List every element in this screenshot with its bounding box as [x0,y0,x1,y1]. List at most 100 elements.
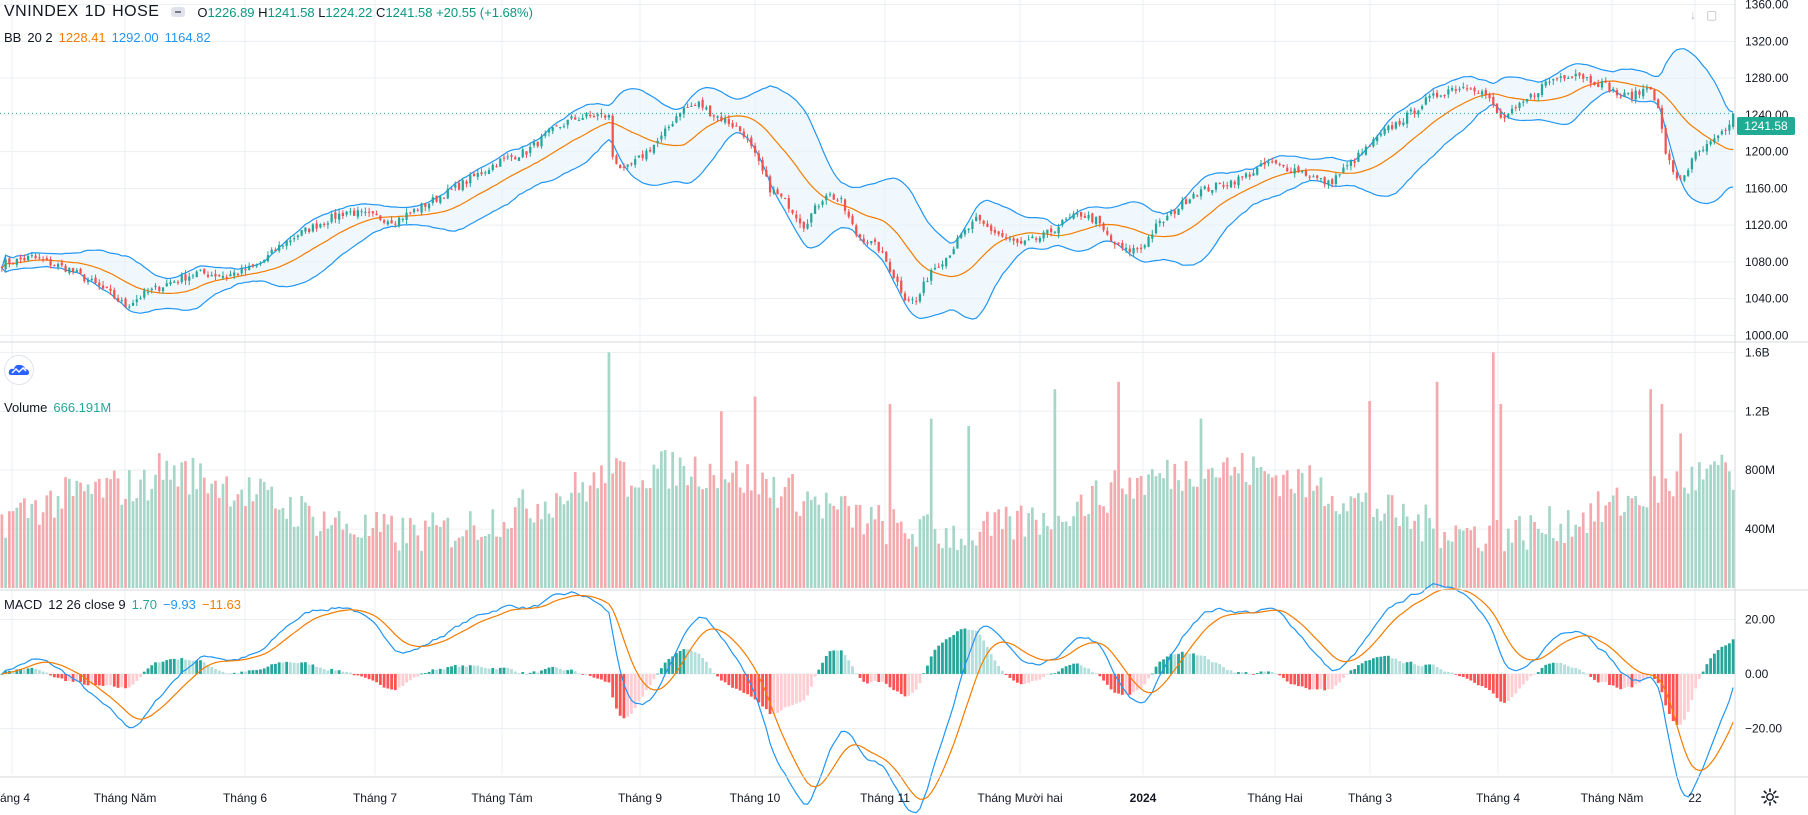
volume-bar [195,489,199,588]
candle [116,294,120,303]
volume-bar [1563,542,1566,588]
candle-body [1361,152,1364,154]
volume-bar [1147,474,1150,588]
candle-body [180,274,183,283]
volume-bar [600,465,603,588]
candle-body [131,302,135,306]
time-axis[interactable]: áng 4 Tháng Năm Tháng 6 Tháng 7 Tháng Tám Thá… [0,791,1702,805]
pane-controls[interactable]: ↓ ▢ [1690,8,1717,22]
candle-body [1570,76,1574,78]
macd-hist-bar [903,673,907,697]
volume-bar [1649,389,1653,588]
macd-hist-bar [570,669,573,674]
volume-bar [64,477,67,588]
macd-hist-bar [1180,651,1184,674]
volume-bar [1001,529,1004,588]
volume-bar [768,497,772,588]
macd-hist-bar [330,668,334,674]
macd-hist-bar [356,673,360,676]
volume-bar [997,509,1001,588]
change-value: +20.55 (+1.68%) [436,4,533,20]
candle-body [109,288,112,291]
candle [158,285,161,293]
candle-body [251,264,255,267]
candle-body [1649,87,1652,90]
volume-bar [71,496,75,588]
macd-hist-bar [1259,671,1263,674]
macd-hist-bar [1634,673,1638,685]
volume-bar [1435,381,1439,588]
candle-body [1687,170,1690,176]
candle [90,275,93,282]
gear-icon[interactable] [1760,787,1780,807]
macd-hist-bar [1192,653,1195,674]
volume-bar [543,501,547,588]
candle [1533,92,1536,100]
volume-bar [824,492,828,588]
macd-hist-bar [1342,673,1345,678]
bb-legend[interactable]: BB 20 2 1228.41 1292.00 1164.82 [4,30,211,45]
candle-body [1061,219,1064,226]
arrow-down-icon[interactable]: ↓ [1690,8,1696,22]
candle [727,114,730,127]
candle [922,277,925,296]
macd-legend[interactable]: MACD 12 26 close 9 1.70 −9.93 −11.63 [4,597,241,612]
macd-hist-bar [618,673,622,716]
macd-hist-bar [1263,671,1267,674]
candle [1267,158,1270,167]
candle-body [720,116,723,121]
candle [1323,176,1326,188]
tradingview-cloud-icon[interactable] [4,355,34,385]
volume-bar [382,514,386,588]
candle-body [1091,213,1094,223]
volume-bar [1259,466,1263,588]
volume-bar [1229,475,1233,588]
candle [607,114,611,121]
volume-bar [1192,486,1195,588]
candle-body [1121,242,1124,249]
volume-bar [97,478,101,588]
price-axis[interactable]: 1000.001040.001080.001120.001160.001200.… [1745,0,1789,736]
candle [1634,86,1637,104]
volume-bar [1551,538,1555,588]
macd-hist-bar [817,669,821,674]
candle-body [1357,152,1360,162]
volume-bar [262,481,266,588]
volume-bar [1031,507,1034,588]
volume-bar [1570,536,1574,588]
macd-hist-bar [1165,656,1169,674]
candle-body [274,249,277,251]
volume-legend[interactable]: Volume 666.191M [4,400,111,415]
candle [56,262,60,270]
volume-bar [480,536,483,588]
maximize-icon[interactable]: ▢ [1706,8,1718,22]
candle-body [802,222,805,229]
candle [1439,94,1442,98]
volume-bar [131,501,135,588]
macd-hist-bar [131,673,135,685]
candle [795,210,798,223]
macd-hist-bar [300,662,304,674]
volume-bar [1698,462,1701,588]
candle [1256,166,1259,176]
candle [1364,144,1368,156]
macd-hist-bar [210,667,214,674]
candle [1158,218,1161,227]
volume-bar [1252,456,1255,588]
candle [783,197,787,200]
candle [1241,176,1244,181]
macd-hist-bar [1229,670,1233,674]
volume-bar [367,535,371,588]
macd-hist-bar [1368,660,1372,674]
volume-bar [1038,534,1042,588]
candle-body [1132,247,1135,254]
macd-hist-bar [1057,671,1061,674]
volume-bar [1083,515,1087,588]
candle [971,219,974,234]
candle [480,168,483,177]
macd-hist-bar [1619,673,1623,690]
candle-body [843,199,847,211]
collapse-icon[interactable] [171,7,186,17]
volume-bar [1304,497,1308,588]
